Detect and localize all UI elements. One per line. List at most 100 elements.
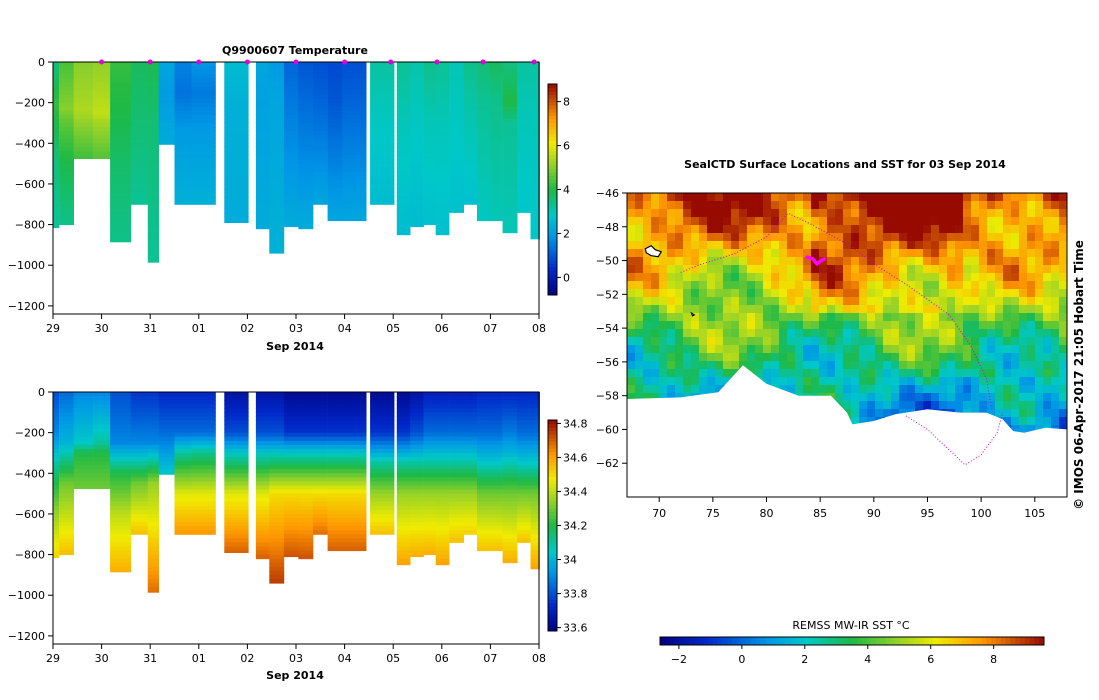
sst-cell (995, 409, 1004, 418)
colorbar-segment (794, 637, 800, 645)
profile-cell (269, 428, 285, 434)
profile-cell (327, 493, 343, 499)
sst-cell (971, 249, 980, 258)
profile-cell (174, 497, 192, 503)
sst-cell (963, 401, 972, 410)
sst-cell (899, 233, 908, 242)
colorbar-segment (924, 637, 930, 645)
profile-cell (283, 179, 299, 185)
date-tick-label: 04 (338, 652, 352, 665)
sst-cell (667, 249, 676, 258)
profile-cell (73, 444, 94, 450)
sst-cell (715, 361, 724, 370)
colorbar-segment (919, 637, 925, 645)
sst-cell (739, 193, 748, 202)
profile-cell (327, 98, 343, 104)
profile-cell (477, 86, 490, 91)
sst-cell (1059, 313, 1068, 322)
colorbar-segment (548, 497, 557, 502)
sst-cell (779, 297, 788, 306)
colorbar-segment (548, 578, 557, 583)
profile-cell (410, 550, 424, 556)
profile-cell (93, 70, 111, 75)
profile-cell (298, 485, 314, 491)
profile-cell (313, 428, 328, 434)
sst-cell (1027, 401, 1036, 410)
profile-cell (327, 513, 343, 519)
sst-cell (939, 321, 948, 330)
sst-cell (643, 201, 652, 210)
profile-cell (110, 163, 132, 169)
sst-cell (891, 257, 900, 266)
profile-cell (423, 465, 436, 470)
profile-cell (435, 396, 450, 401)
profile-cell (517, 151, 531, 156)
sst-cell (739, 289, 748, 298)
profile-cell (147, 579, 159, 584)
profile-cell (463, 513, 478, 519)
sst-map-title: SealCTD Surface Locations and SST for 03… (684, 158, 1006, 171)
sst-cell (1027, 281, 1036, 290)
profile-cell (435, 400, 450, 405)
profile-cell (342, 110, 367, 116)
profile-cell (53, 200, 60, 205)
profile-cell (158, 396, 175, 401)
profile-cell (477, 481, 490, 486)
profile-cell (158, 82, 175, 87)
profile-cell (370, 94, 395, 100)
profile-cell (130, 477, 149, 482)
colorbar-segment (548, 161, 557, 166)
sst-cell (739, 297, 748, 306)
sst-cell (955, 377, 964, 386)
profile-cell (110, 102, 132, 108)
profile-cell (298, 171, 314, 177)
profile-cell (327, 171, 343, 177)
profile-cell (130, 147, 149, 152)
profile-cell (517, 513, 531, 519)
sst-cell (795, 337, 804, 346)
profile-cell (174, 192, 192, 197)
profile-cell (313, 477, 328, 482)
profile-cell (191, 62, 216, 67)
profile-cell (110, 412, 132, 417)
profile-cell (463, 408, 478, 413)
profile-cell (191, 139, 216, 144)
profile-cell (191, 489, 216, 495)
profile-cell (489, 493, 503, 499)
profile-cell (327, 412, 343, 417)
profile-cell (59, 436, 74, 442)
profile-cell (158, 110, 175, 116)
profile-cell (93, 457, 111, 462)
profile-cell (53, 396, 60, 401)
profile-cell (489, 179, 503, 185)
profile-cell (130, 155, 149, 161)
profile-cell (147, 62, 159, 67)
profile-cell (147, 216, 159, 222)
profile-cell (147, 183, 159, 189)
sst-cell (811, 353, 820, 362)
sst-cell (859, 393, 868, 402)
sst-cell (635, 377, 644, 386)
profile-cell (93, 118, 111, 124)
profile-cell (224, 220, 249, 223)
profile-cell (283, 461, 299, 466)
sst-cell (1051, 409, 1060, 418)
profile-cell (93, 66, 111, 71)
sst-cell (715, 305, 724, 314)
profile-cell (224, 497, 249, 503)
sst-cell (779, 345, 788, 354)
sst-cell (931, 289, 940, 298)
profile-cell (130, 110, 149, 116)
profile-cell (110, 240, 132, 243)
temperature-section-chart: Q9900607 Temperature 0−200−400−600−800−1… (8, 44, 570, 353)
sst-cell (771, 273, 780, 282)
sst-cell (835, 265, 844, 274)
profile-cell (530, 534, 540, 539)
profile-cell (517, 489, 531, 495)
sst-cell (683, 265, 692, 274)
profile-cell (269, 200, 285, 205)
profile-cell (517, 208, 531, 213)
profile-cell (449, 106, 464, 112)
profile-cell (530, 461, 540, 466)
profile-cell (110, 70, 132, 75)
